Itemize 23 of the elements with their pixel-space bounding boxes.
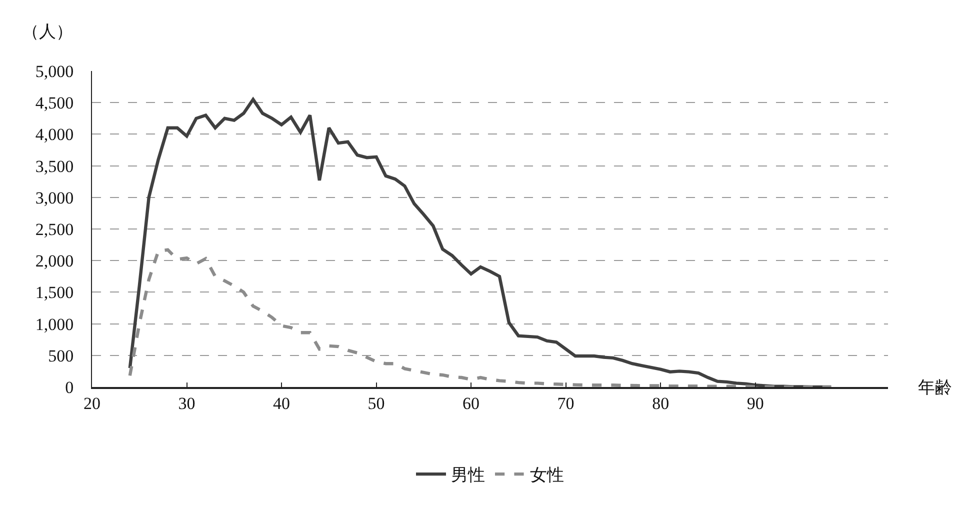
legend-label: 女性 [530, 466, 564, 485]
y-tick-label: 4,000 [35, 125, 74, 144]
x-tick-label: 50 [368, 394, 385, 414]
x-tick-label: 70 [557, 394, 574, 414]
x-axis-title: 年齢 [918, 378, 952, 397]
legend-label: 男性 [451, 466, 485, 485]
y-tick-label: 5,000 [35, 62, 74, 81]
y-tick-label: 4,500 [35, 94, 74, 113]
x-tick-label: 30 [178, 394, 196, 414]
y-tick-label: 3,500 [35, 156, 74, 176]
x-tick-label: 20 [84, 394, 100, 414]
y-tick-label: 2,500 [35, 220, 74, 239]
x-tick-label: 80 [652, 394, 670, 414]
y-tick-label: 2,000 [35, 252, 74, 271]
y-tick-label: 500 [48, 346, 74, 366]
x-tick-label: 60 [462, 394, 480, 414]
y-tick-label: 1,000 [35, 314, 74, 334]
y-tick-label: 3,000 [35, 188, 74, 208]
x-tick-label: 90 [746, 394, 764, 414]
x-tick-label: 40 [273, 394, 290, 414]
y-tick-label: 0 [65, 378, 74, 397]
y-axis-title: （人） [22, 22, 73, 41]
y-tick-label: 1,500 [35, 283, 74, 302]
